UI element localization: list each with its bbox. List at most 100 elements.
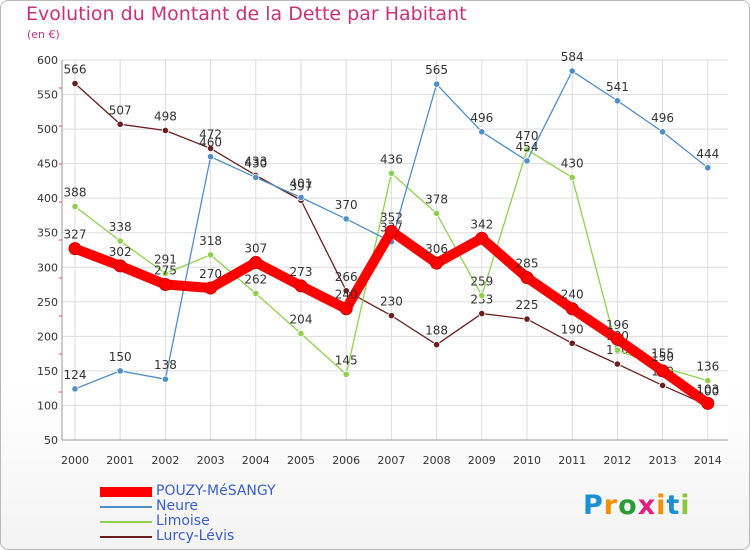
data-label: 266 — [335, 270, 358, 284]
data-point — [613, 360, 622, 368]
data-label: 233 — [470, 293, 493, 307]
data-label: 150 — [109, 350, 132, 364]
logo-letter: P — [583, 490, 604, 521]
data-point — [252, 173, 260, 182]
y-tick-label: 300 — [37, 261, 58, 274]
data-label: 370 — [335, 198, 358, 212]
data-point — [478, 309, 486, 318]
data-point — [658, 128, 667, 136]
x-tick-label: 2003 — [197, 454, 225, 467]
logo-letter: x — [637, 490, 657, 521]
data-point — [704, 164, 712, 172]
data-label: 150 — [651, 350, 674, 364]
x-tick-label: 2010 — [513, 454, 541, 467]
data-point — [294, 279, 308, 293]
data-label: 240 — [561, 288, 584, 302]
data-point — [613, 346, 622, 354]
data-label: 327 — [64, 228, 87, 242]
data-label: 472 — [199, 127, 222, 141]
data-label: 103 — [696, 382, 719, 396]
proxiti-logo: Proxiti — [583, 490, 691, 521]
y-tick-label: 450 — [37, 158, 58, 171]
x-tick-label: 2008 — [423, 454, 451, 467]
data-point — [658, 381, 667, 390]
data-label: 436 — [380, 152, 403, 166]
data-label: 136 — [696, 360, 719, 374]
data-point — [342, 370, 350, 378]
data-point — [68, 242, 82, 256]
data-point — [342, 287, 350, 295]
logo-letter: i — [656, 490, 667, 521]
y-tick-label: 150 — [37, 365, 58, 378]
x-tick-label: 2006 — [332, 454, 360, 467]
data-point — [71, 202, 79, 211]
y-tick-label: 600 — [37, 54, 58, 67]
data-point — [158, 278, 172, 292]
data-point — [704, 376, 712, 385]
data-label: 460 — [199, 136, 222, 150]
data-label: 188 — [425, 324, 448, 338]
data-label: 262 — [244, 273, 267, 287]
data-label: 541 — [606, 80, 629, 94]
data-label: 566 — [64, 62, 87, 76]
data-label: 230 — [380, 295, 403, 309]
x-tick-label: 2009 — [468, 454, 496, 467]
data-point — [71, 385, 79, 393]
data-point — [387, 169, 395, 177]
legend-item: Neure — [100, 499, 276, 514]
y-tick-label: 100 — [37, 399, 58, 412]
data-label: 138 — [154, 358, 177, 372]
logo-letter: t — [666, 490, 681, 521]
data-point — [71, 79, 79, 88]
data-point — [297, 193, 305, 202]
data-label: 285 — [516, 257, 539, 271]
data-label: 190 — [561, 322, 584, 336]
logo-letter: r — [603, 490, 619, 521]
data-label: 240 — [335, 288, 358, 302]
data-point — [523, 157, 531, 165]
x-tick-label: 2002 — [151, 454, 179, 467]
x-tick-label: 2011 — [558, 454, 586, 467]
data-label: 352 — [380, 210, 403, 224]
data-point — [568, 67, 576, 75]
chart-title: Evolution du Montant de la Dette par Hab… — [26, 3, 467, 25]
y-tick-label: 250 — [37, 296, 58, 309]
data-point — [520, 271, 534, 285]
data-label: 307 — [244, 241, 267, 255]
data-label: 378 — [425, 192, 448, 206]
data-point — [568, 173, 576, 182]
data-point — [116, 120, 124, 128]
x-tick-label: 2001 — [106, 454, 134, 467]
data-label: 306 — [425, 242, 448, 256]
data-point — [565, 302, 579, 316]
data-point — [610, 332, 624, 346]
legend-label: POUZY-MéSANGY — [156, 483, 276, 499]
data-label: 496 — [651, 111, 674, 125]
data-point — [207, 144, 215, 153]
logo-letter: i — [680, 490, 691, 521]
data-label: 204 — [290, 313, 313, 327]
legend: POUZY-MéSANGY Neure Limoise Lurcy-Lévis — [100, 484, 276, 544]
data-label: 302 — [109, 245, 132, 259]
data-point — [207, 251, 215, 259]
legend-item: Lurcy-Lévis — [100, 529, 276, 544]
data-point — [249, 255, 263, 269]
data-point — [432, 80, 441, 88]
data-label: 145 — [335, 353, 358, 367]
legend-swatch — [100, 520, 152, 523]
data-label: 470 — [516, 129, 539, 143]
y-tick-label: 550 — [37, 89, 58, 102]
data-label: 155 — [651, 346, 674, 360]
data-point — [568, 339, 576, 347]
legend-swatch — [100, 505, 152, 508]
y-tick-label: 50 — [44, 434, 58, 447]
data-point — [432, 209, 441, 217]
legend-label: Neure — [156, 498, 199, 514]
data-label: 388 — [64, 185, 87, 199]
x-tick-label: 2013 — [649, 454, 677, 467]
data-point — [384, 224, 398, 238]
data-point — [116, 237, 124, 245]
data-point — [339, 302, 353, 316]
data-point — [252, 289, 260, 298]
